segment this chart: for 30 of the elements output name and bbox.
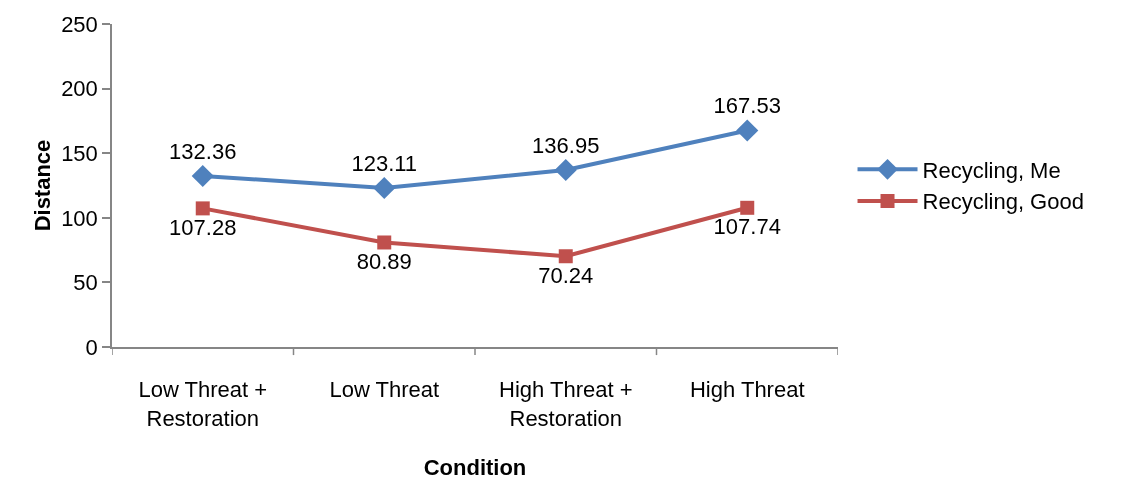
point (377, 235, 392, 250)
x-tick-label: High Threat (689, 377, 805, 403)
x-tick-label: Low Threat (329, 377, 440, 403)
y-tick-label: 0 (85, 334, 98, 360)
point (558, 249, 573, 264)
data-label: 80.89 (356, 248, 412, 274)
point (191, 164, 214, 188)
x-tick-label: Low Threat + Restoration (138, 377, 268, 431)
legend-label: Recycling, Me (922, 157, 1061, 183)
data-label: 107.28 (169, 214, 237, 240)
point (554, 159, 577, 182)
point (740, 200, 755, 215)
data-label: 107.74 (713, 214, 781, 240)
data-label: 136.95 (532, 132, 600, 158)
data-label: 167.53 (713, 93, 781, 119)
data-label: 123.11 (351, 150, 418, 176)
data-label: 132.36 (169, 138, 237, 164)
point (195, 201, 210, 216)
x-axis-title: Condition (423, 455, 527, 481)
x-tick-label: High Threat + Restoration (498, 377, 633, 431)
y-tick-label: 150 (61, 140, 98, 166)
legend-label: Recycling, Good (922, 189, 1084, 215)
y-tick-label: 200 (61, 76, 98, 102)
point (373, 176, 396, 199)
y-tick-label: 250 (61, 11, 98, 37)
data-label: 70.24 (538, 262, 594, 288)
y-tick-label: 100 (61, 205, 98, 231)
y-tick-label: 50 (73, 270, 98, 296)
point (736, 119, 759, 142)
y-axis-title: Distance (30, 139, 56, 232)
